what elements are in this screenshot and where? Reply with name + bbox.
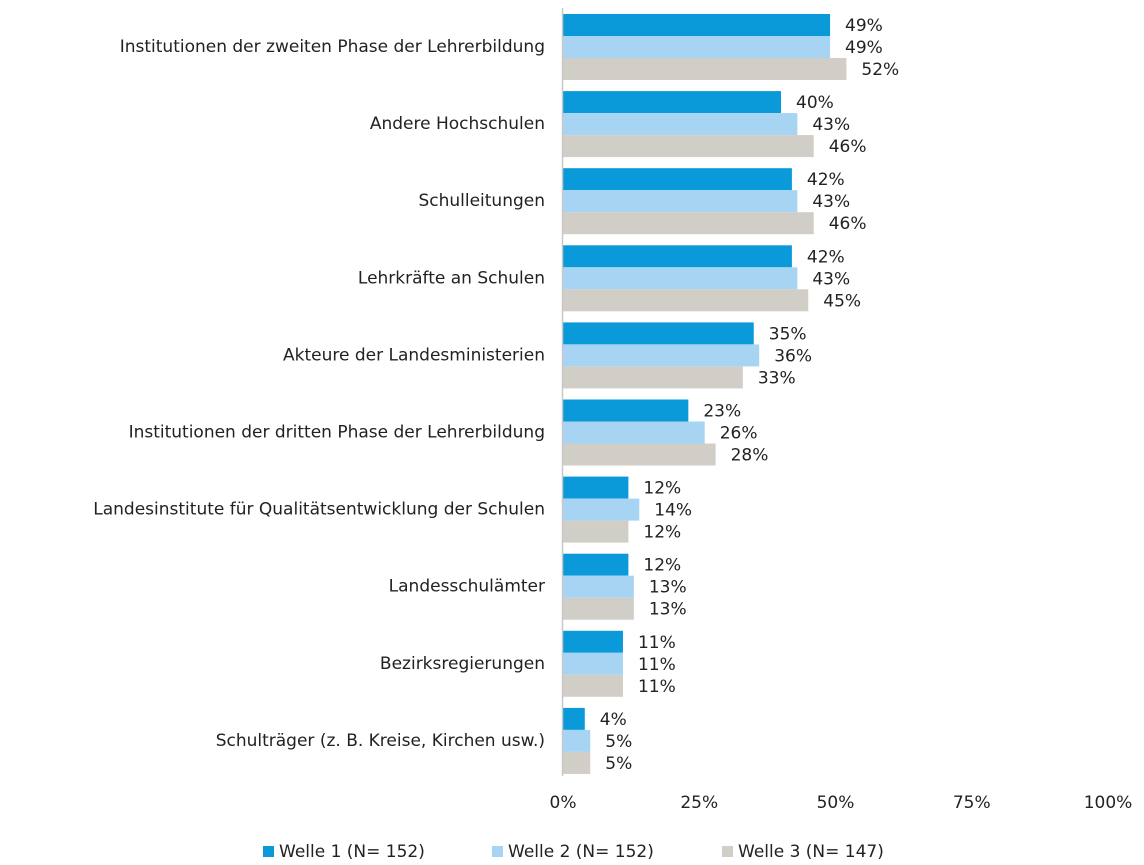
- value-label: 13%: [649, 578, 687, 598]
- bar: [563, 91, 781, 114]
- legend-label: Welle 2 (N= 152): [508, 842, 654, 862]
- value-label: 36%: [774, 346, 812, 366]
- legend-label: Welle 3 (N= 147): [738, 842, 884, 862]
- value-label: 42%: [807, 247, 845, 267]
- value-label: 5%: [605, 732, 632, 752]
- bar: [563, 421, 705, 444]
- bar: [563, 630, 623, 653]
- value-label: 13%: [649, 600, 687, 620]
- bar: [563, 674, 623, 697]
- value-label: 43%: [812, 192, 850, 212]
- bar: [563, 58, 847, 80]
- value-label: 12%: [643, 523, 681, 543]
- value-label: 5%: [605, 754, 632, 774]
- bar: [563, 245, 792, 268]
- legend-swatch: [722, 846, 733, 857]
- bar: [563, 267, 798, 290]
- value-label: 33%: [758, 368, 796, 388]
- category-label: Bezirksregierungen: [380, 654, 545, 674]
- bar: [563, 344, 760, 367]
- value-label: 46%: [829, 137, 867, 157]
- x-tick-label: 75%: [953, 793, 991, 813]
- bar: [563, 652, 623, 675]
- bar: [563, 113, 798, 136]
- value-label: 12%: [643, 479, 681, 499]
- value-label: 26%: [720, 424, 758, 444]
- bar: [563, 597, 634, 620]
- x-tick-label: 0%: [550, 793, 577, 813]
- legend-label: Welle 1 (N= 152): [279, 842, 425, 862]
- value-label: 43%: [812, 269, 850, 289]
- value-label: 40%: [796, 93, 834, 113]
- value-label: 43%: [812, 115, 850, 135]
- bar: [563, 366, 743, 389]
- bar: [563, 575, 634, 598]
- value-label: 46%: [829, 214, 867, 234]
- bar: [563, 289, 809, 312]
- bar: [563, 443, 716, 466]
- legend-swatch: [492, 846, 503, 857]
- bar: [563, 751, 591, 774]
- value-label: 23%: [703, 402, 741, 422]
- value-label: 12%: [643, 556, 681, 576]
- category-label: Landesschulämter: [389, 577, 545, 597]
- category-label: Schulträger (z. B. Kreise, Kirchen usw.): [216, 731, 545, 751]
- value-label: 11%: [638, 655, 676, 675]
- x-tick-label: 100%: [1084, 793, 1133, 813]
- bar: [563, 399, 689, 422]
- bar: [563, 212, 814, 235]
- value-label: 42%: [807, 170, 845, 190]
- category-label: Andere Hochschulen: [370, 114, 545, 134]
- bar: [563, 553, 629, 576]
- bar: [563, 520, 629, 543]
- bar: [563, 498, 640, 521]
- bar: [563, 322, 754, 345]
- category-label: Schulleitungen: [418, 191, 545, 211]
- value-label: 4%: [600, 710, 627, 730]
- x-tick-label: 25%: [680, 793, 718, 813]
- bar: [563, 707, 585, 730]
- bar: [563, 190, 798, 213]
- value-label: 49%: [845, 16, 883, 36]
- bar: [563, 135, 814, 158]
- category-label: Lehrkräfte an Schulen: [358, 268, 545, 288]
- value-label: 35%: [769, 324, 807, 344]
- x-tick-label: 50%: [817, 793, 855, 813]
- category-label: Institutionen der dritten Phase der Lehr…: [129, 423, 545, 443]
- bar: [563, 729, 591, 752]
- bar: [563, 476, 629, 499]
- value-label: 11%: [638, 677, 676, 697]
- value-label: 45%: [823, 291, 861, 311]
- value-label: 52%: [861, 60, 899, 80]
- value-label: 28%: [731, 446, 769, 466]
- bar: [563, 168, 792, 191]
- bar: [563, 36, 831, 58]
- bar: [563, 14, 831, 36]
- value-label: 49%: [845, 38, 883, 58]
- value-label: 11%: [638, 633, 676, 653]
- legend-swatch: [263, 846, 274, 857]
- value-label: 14%: [654, 501, 692, 521]
- category-label: Institutionen der zweiten Phase der Lehr…: [120, 37, 545, 57]
- category-label: Landesinstitute für Qualitätsentwicklung…: [93, 500, 545, 520]
- category-label: Akteure der Landesministerien: [283, 345, 545, 365]
